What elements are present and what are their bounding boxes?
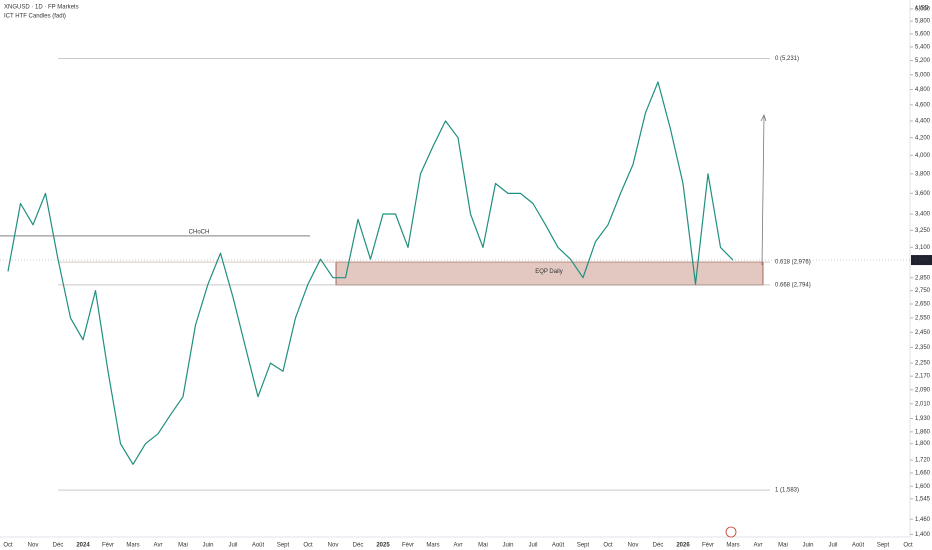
x-tick-label: Août	[552, 543, 565, 549]
y-tick-label: 4,000	[915, 153, 931, 159]
y-tick-label: 4,200	[915, 135, 931, 141]
y-tick-label: 1,800	[915, 441, 931, 447]
choch-label: CHoCH	[189, 229, 210, 235]
x-tick-label: Févr	[402, 543, 414, 549]
zone-label: EQP Daily	[535, 269, 563, 275]
x-tick-label: Juil	[528, 543, 537, 549]
y-tick-label: 2,750	[915, 288, 931, 294]
y-tick-label: 3,600	[915, 191, 931, 197]
y-tick-label: 2,450	[915, 330, 931, 336]
y-tick-label: 1,660	[915, 470, 931, 476]
x-tick-label: 2025	[376, 543, 390, 549]
arrow-head	[760, 113, 767, 122]
x-tick-label: Mai	[778, 543, 788, 549]
fib-label: 0.668 (2,794)	[775, 282, 811, 288]
y-tick-label: 6,000	[915, 6, 931, 12]
x-tick-label: Oct	[903, 543, 913, 549]
y-tick-label: 4,800	[915, 87, 931, 93]
x-tick-label: Juil	[228, 543, 237, 549]
x-tick-label: Juin	[202, 543, 213, 549]
x-tick-label: Déc	[353, 543, 364, 549]
fib-label: 1 (1,583)	[775, 488, 799, 494]
y-tick-label: 5,600	[915, 31, 931, 37]
y-tick-label: 3,400	[915, 212, 931, 218]
y-tick-label: 2,010	[915, 401, 931, 407]
y-tick-label: 2,550	[915, 315, 931, 321]
y-tick-label: 2,170	[915, 374, 931, 380]
y-tick-label: 1,930	[915, 416, 931, 422]
x-tick-label: Oct	[3, 543, 13, 549]
y-tick-label: 2,650	[915, 302, 931, 308]
chart-title: XNGUSD · 1D · FP Markets	[4, 5, 79, 11]
y-tick-label: 2,250	[915, 361, 931, 367]
chart-subtitle: ICT HTF Candles (fadi)	[4, 14, 66, 20]
y-tick-label: 2,090	[915, 387, 931, 393]
fib-label: 0.618 (2,976)	[775, 260, 811, 266]
x-tick-label: Nov	[28, 543, 39, 549]
x-tick-label: Oct	[603, 543, 613, 549]
y-tick-label: 3,100	[915, 245, 931, 251]
x-tick-label: Févr	[102, 543, 114, 549]
y-tick-label: 3,250	[915, 228, 931, 234]
x-tick-label: Févr	[702, 543, 714, 549]
x-tick-label: Mars	[726, 543, 739, 549]
y-axis-label: USD	[916, 6, 929, 12]
y-tick-label: 1,460	[915, 517, 931, 523]
y-tick-label: 5,000	[915, 72, 931, 78]
x-tick-label: Oct	[303, 543, 313, 549]
x-tick-label: Mai	[478, 543, 488, 549]
x-tick-label: Mars	[426, 543, 439, 549]
x-tick-label: Sept	[877, 543, 890, 549]
x-tick-label: Juin	[802, 543, 813, 549]
y-tick-label: 4,400	[915, 118, 931, 124]
x-tick-label: Sept	[277, 543, 290, 549]
event-icon[interactable]	[725, 526, 737, 538]
last-price-box	[911, 255, 932, 266]
y-tick-label: 2,350	[915, 345, 931, 351]
x-tick-label: Nov	[628, 543, 639, 549]
x-tick-label: Déc	[653, 543, 664, 549]
fib-label: 0 (5,231)	[775, 56, 799, 62]
x-tick-label: Mars	[126, 543, 139, 549]
y-tick-label: 5,400	[915, 45, 931, 51]
x-tick-label: Mai	[178, 543, 188, 549]
x-tick-label: Juil	[828, 543, 837, 549]
y-tick-label: 1,720	[915, 458, 931, 464]
x-tick-label: Août	[852, 543, 865, 549]
x-tick-label: Sept	[577, 543, 590, 549]
x-tick-label: Avr	[454, 543, 463, 549]
x-tick-label: Avr	[154, 543, 163, 549]
y-tick-label: 1,545	[915, 496, 931, 502]
last-price-label: 2,993	[914, 258, 930, 264]
x-tick-label: Nov	[328, 543, 339, 549]
y-tick-label: 1,400	[915, 532, 931, 538]
y-tick-label: 2,850	[915, 275, 931, 281]
price-line	[7, 81, 734, 465]
x-tick-label: Juin	[502, 543, 513, 549]
x-tick-label: Août	[252, 543, 265, 549]
y-tick-label: 1,600	[915, 484, 931, 490]
y-tick-label: 4,600	[915, 102, 931, 108]
y-tick-label: 5,800	[915, 19, 931, 25]
x-tick-label: 2026	[676, 543, 690, 549]
x-tick-label: Avr	[754, 543, 763, 549]
x-tick-label: 2024	[76, 543, 90, 549]
y-tick-label: 3,800	[915, 171, 931, 177]
y-tick-label: 1,860	[915, 429, 931, 435]
x-tick-label: Déc	[53, 543, 64, 549]
y-tick-label: 5,200	[915, 58, 931, 64]
projection-arrow	[761, 115, 765, 266]
